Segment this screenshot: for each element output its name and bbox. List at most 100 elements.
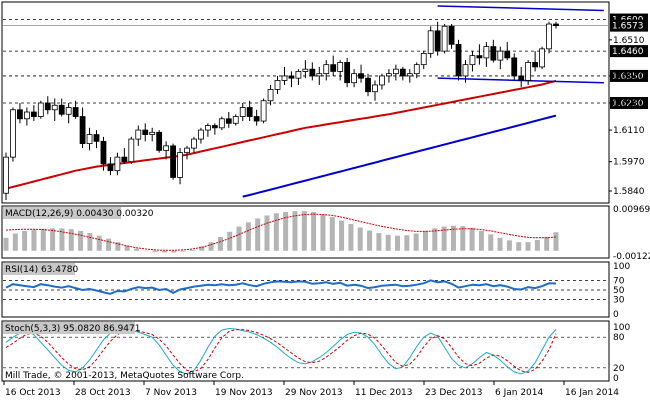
candle-body: [275, 80, 280, 89]
stoch-axis-label-1: 80: [613, 333, 625, 343]
candle-body: [386, 74, 391, 76]
time-axis-label-6: 23 Dec 2013: [425, 388, 483, 398]
copyright-watermark: Mill Trade, © 2001-2013, MetaQuotes Soft…: [5, 371, 244, 381]
candle-body: [421, 53, 426, 64]
candle-body: [289, 76, 294, 78]
time-axis-label-0: 16 Oct 2013: [5, 388, 61, 398]
macd-histogram-bar: [292, 211, 297, 251]
candle-body: [24, 112, 29, 119]
macd-histogram-bar: [479, 231, 484, 251]
candle-body: [73, 108, 78, 117]
candle-body: [219, 119, 224, 128]
macd-histogram-bar: [348, 224, 353, 251]
candle-body: [435, 31, 440, 51]
candle-body: [108, 164, 113, 171]
macd-histogram-bar: [498, 238, 503, 251]
candle-body: [261, 101, 266, 121]
candle-body: [352, 74, 357, 83]
time-axis-label-3: 19 Nov 2013: [215, 388, 273, 398]
price-axis-label-2: 1.6230: [613, 99, 645, 109]
candle-body: [470, 56, 475, 65]
candle-body: [282, 76, 287, 81]
candle-body: [498, 51, 503, 60]
candle-body: [17, 110, 22, 119]
macd-histogram-bar: [22, 231, 27, 251]
candle-body: [143, 130, 148, 135]
candle-body: [491, 47, 496, 61]
time-axis-label-2: 7 Nov 2013: [145, 388, 197, 398]
candle-body: [45, 103, 50, 110]
macd-histogram-bar: [69, 229, 74, 251]
macd-histogram-bar: [31, 230, 36, 251]
candle-body: [80, 117, 85, 144]
macd-histogram-bar: [41, 229, 46, 251]
stoch-axis-label-0: 100: [613, 323, 630, 333]
macd-histogram-bar: [218, 237, 223, 251]
macd-histogram-bar: [330, 217, 335, 251]
candle-body: [115, 157, 120, 171]
macd-axis-label-1: -0.00122: [613, 252, 650, 262]
candle-body: [317, 74, 322, 76]
candle-body: [52, 105, 57, 110]
candle-body: [191, 139, 196, 148]
price-axis-label-5: 1.5840: [613, 187, 645, 197]
stoch-axis-label-2: 20: [613, 364, 625, 374]
candle-body: [31, 112, 36, 117]
candle-body: [477, 56, 482, 58]
macd-histogram-bar: [535, 240, 540, 251]
candle-body: [540, 49, 545, 67]
price-axis-label-4: 1.5970: [613, 158, 645, 168]
candle-body: [366, 78, 371, 92]
candle-body: [331, 65, 336, 72]
candle-body: [533, 62, 538, 67]
time-axis-label-8: 16 Jan 2014: [565, 388, 619, 398]
macd-histogram-bar: [134, 249, 139, 251]
candle-body: [178, 153, 183, 178]
candle-body: [164, 146, 169, 151]
time-axis-label-5: 11 Dec 2013: [355, 388, 413, 398]
candle-body: [400, 69, 405, 76]
rsi-axis-label-2: 50: [613, 286, 625, 296]
candle-body: [414, 65, 419, 74]
candle-body: [407, 74, 412, 76]
rsi-axis-label-0: 100: [613, 262, 630, 272]
macd-histogram-bar: [395, 236, 400, 251]
candle-body: [393, 69, 398, 74]
macd-histogram-bar: [143, 251, 148, 252]
macd-histogram-bar: [87, 233, 92, 251]
macd-histogram-bar: [162, 251, 167, 253]
candle-body: [122, 157, 127, 162]
current-price-label: 1.6573: [612, 22, 644, 32]
candle-body: [428, 31, 433, 54]
candle-body: [59, 105, 64, 114]
candle-body: [310, 69, 315, 76]
candle-body: [38, 103, 43, 117]
price-axis-label-0: 1.6510: [613, 36, 645, 46]
candle-body: [240, 108, 245, 117]
candle-body: [512, 58, 517, 76]
candle-body: [212, 126, 217, 128]
macd-histogram-bar: [274, 213, 279, 250]
macd-histogram-bar: [432, 228, 437, 250]
macd-histogram-bar: [470, 228, 475, 251]
macd-histogram-bar: [246, 222, 251, 250]
candle-body: [157, 132, 162, 150]
candle-body: [303, 69, 308, 71]
macd-histogram-bar: [106, 239, 111, 251]
candle-body: [463, 65, 468, 76]
candle-body: [226, 119, 231, 124]
rsi-axis-label-4: 0: [613, 310, 619, 320]
candle-body: [554, 24, 559, 26]
macd-histogram-bar: [50, 228, 55, 250]
candle-body: [150, 132, 155, 134]
candle-body: [345, 62, 350, 82]
macd-histogram-bar: [311, 212, 316, 251]
macd-histogram-bar: [376, 233, 381, 251]
candle-body: [484, 47, 489, 58]
macd-histogram-bar: [209, 242, 214, 251]
macd-histogram-bar: [181, 251, 186, 252]
candle-body: [171, 146, 176, 178]
